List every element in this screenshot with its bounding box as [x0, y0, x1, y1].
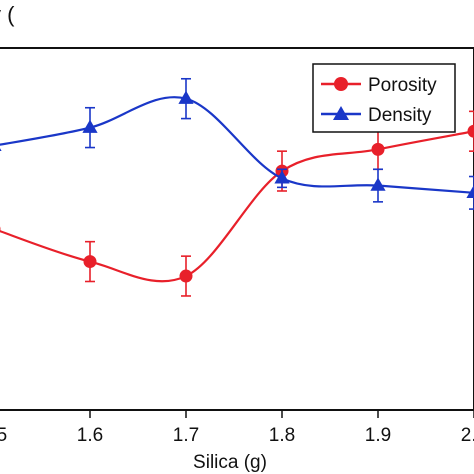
density-point-1 — [82, 119, 98, 133]
legend-porosity-label: Porosity — [368, 75, 437, 96]
porosity-line — [0, 130, 474, 283]
porosity-point-0 — [0, 226, 1, 232]
porosity-point-1 — [83, 255, 97, 269]
x-axis-ticks — [89, 410, 474, 418]
porosity-point-2 — [179, 269, 193, 283]
density-point-5 — [466, 184, 474, 198]
porosity-point-4 — [371, 142, 385, 156]
x-tick-label-3: 1.8 — [269, 425, 295, 446]
legend-porosity-marker — [334, 77, 348, 91]
plot-area-frame — [0, 47, 474, 411]
x-axis-label: Silica (g) — [193, 452, 267, 473]
x-axis-tick-labels: 1.5 1.6 1.7 1.8 1.9 2.0 — [0, 425, 474, 446]
x-tick-label-1: 1.6 — [77, 425, 103, 446]
density-point-3 — [274, 170, 290, 184]
top-partial-label: y ( — [0, 2, 15, 27]
legend-density-label: Density — [368, 105, 432, 126]
x-tick-label-2: 1.7 — [173, 425, 199, 446]
legend-box — [312, 63, 456, 133]
density-point-4 — [370, 177, 386, 191]
legend-density-marker — [333, 106, 349, 120]
x-tick-label-0: 1.5 — [0, 425, 7, 446]
x-tick-label-4: 1.9 — [365, 425, 391, 446]
legend: Porosity Density — [312, 63, 456, 133]
density-point-0 — [0, 148, 2, 151]
density-point-2 — [178, 90, 194, 104]
porosity-point-5 — [467, 124, 474, 138]
series-density — [0, 77, 474, 210]
x-tick-label-5: 2.0 — [461, 425, 474, 446]
